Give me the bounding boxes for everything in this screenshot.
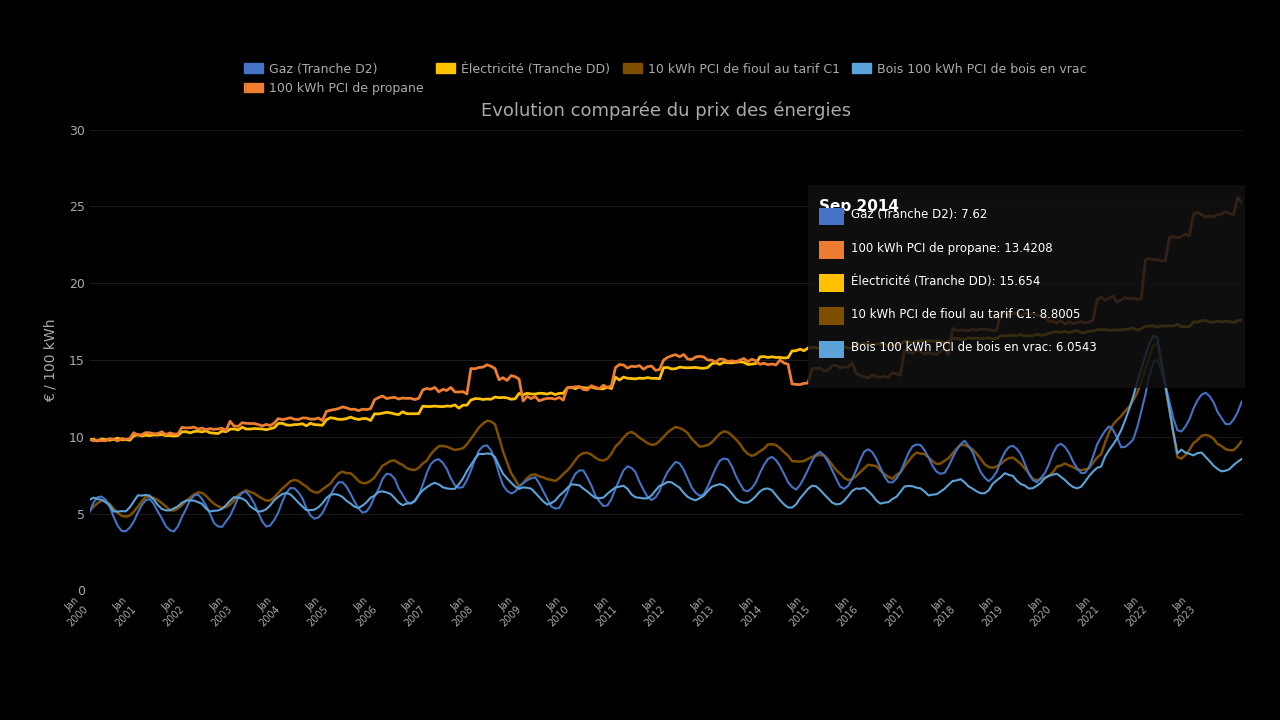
Text: Gaz (Tranche D2): 7.62: Gaz (Tranche D2): 7.62	[851, 208, 988, 221]
FancyBboxPatch shape	[808, 185, 1245, 387]
Y-axis label: € / 100 kWh: € / 100 kWh	[44, 318, 58, 402]
Text: Sep 2014: Sep 2014	[819, 199, 899, 214]
Bar	[819, 208, 845, 225]
Text: 100 kWh PCI de propane: 13.4208: 100 kWh PCI de propane: 13.4208	[851, 241, 1053, 255]
Text: Électricité (Tranche DD): 15.654: Électricité (Tranche DD): 15.654	[851, 275, 1041, 288]
Text: 10 kWh PCI de fioul au tarif C1: 8.8005: 10 kWh PCI de fioul au tarif C1: 8.8005	[851, 308, 1080, 321]
Title: Evolution comparée du prix des énergies: Evolution comparée du prix des énergies	[480, 102, 851, 120]
Bar	[819, 307, 845, 325]
Legend: Gaz (Tranche D2), 100 kWh PCI de propane, Électricité (Tranche DD), 10 kWh PCI d: Gaz (Tranche D2), 100 kWh PCI de propane…	[239, 58, 1092, 100]
Bar	[819, 341, 845, 358]
Text: Bois 100 kWh PCI de bois en vrac: 6.0543: Bois 100 kWh PCI de bois en vrac: 6.0543	[851, 341, 1097, 354]
Bar	[819, 274, 845, 292]
Bar	[819, 241, 845, 258]
